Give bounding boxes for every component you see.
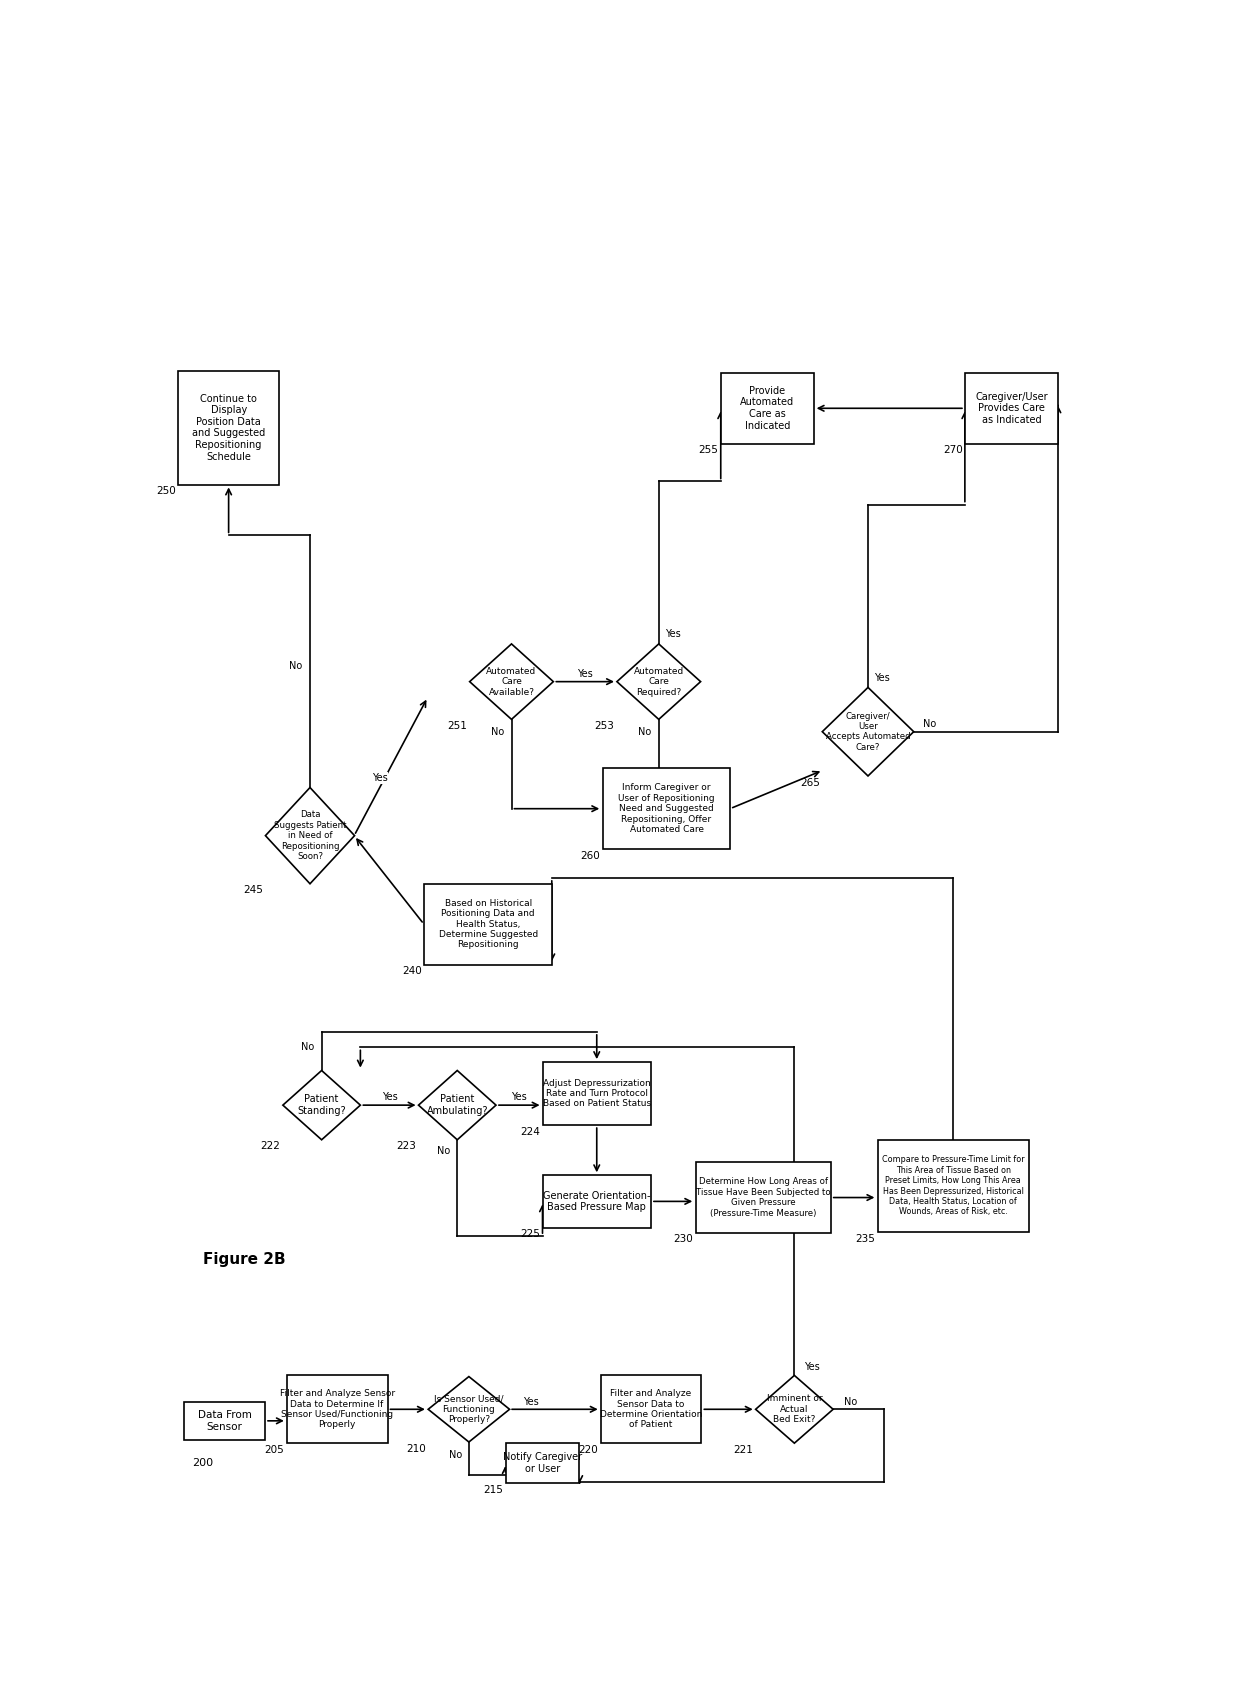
- Text: No: No: [449, 1450, 463, 1460]
- Text: 200: 200: [192, 1459, 213, 1469]
- Text: Patient
Standing?: Patient Standing?: [298, 1094, 346, 1117]
- Bar: [543, 1062, 651, 1125]
- Bar: [286, 1375, 387, 1443]
- Text: Caregiver/User
Provides Care
as Indicated: Caregiver/User Provides Care as Indicate…: [975, 391, 1048, 426]
- Text: 215: 215: [484, 1484, 503, 1494]
- Polygon shape: [470, 643, 553, 720]
- Text: Filter and Analyze
Sensor Data to
Determine Orientation
of Patient: Filter and Analyze Sensor Data to Determ…: [600, 1389, 702, 1430]
- Text: No: No: [924, 718, 936, 728]
- Bar: [965, 373, 1058, 444]
- Text: Continue to
Display
Position Data
and Suggested
Repositioning
Schedule: Continue to Display Position Data and Su…: [192, 393, 265, 461]
- Polygon shape: [265, 788, 355, 883]
- Text: Figure 2B: Figure 2B: [203, 1251, 285, 1266]
- Text: 253: 253: [595, 722, 615, 730]
- Bar: [600, 1375, 702, 1443]
- Text: Data
Suggests Patient
in Need of
Repositioning
Soon?: Data Suggests Patient in Need of Reposit…: [274, 810, 346, 861]
- Polygon shape: [618, 643, 701, 720]
- Bar: [179, 371, 279, 485]
- Text: Yes: Yes: [523, 1397, 538, 1406]
- Text: No: No: [438, 1147, 450, 1156]
- Text: 265: 265: [800, 778, 820, 788]
- Text: 221: 221: [733, 1445, 754, 1455]
- Text: Automated
Care
Available?: Automated Care Available?: [486, 667, 537, 696]
- Text: 222: 222: [260, 1142, 280, 1151]
- Bar: [878, 1140, 1029, 1232]
- Bar: [184, 1401, 265, 1440]
- Text: 245: 245: [243, 885, 263, 895]
- Bar: [543, 1174, 651, 1227]
- Text: Adjust Depressurization
Rate and Turn Protocol
Based on Patient Status: Adjust Depressurization Rate and Turn Pr…: [543, 1079, 651, 1108]
- Text: Inform Caregiver or
User of Repositioning
Need and Suggested
Repositioning, Offe: Inform Caregiver or User of Repositionin…: [619, 783, 714, 834]
- Text: Provide
Automated
Care as
Indicated: Provide Automated Care as Indicated: [740, 386, 795, 431]
- Text: 225: 225: [521, 1229, 541, 1239]
- Text: Based on Historical
Positioning Data and
Health Status,
Determine Suggested
Repo: Based on Historical Positioning Data and…: [439, 899, 538, 950]
- Text: No: No: [289, 662, 303, 671]
- Text: Automated
Care
Required?: Automated Care Required?: [634, 667, 684, 696]
- Text: 220: 220: [579, 1445, 598, 1455]
- Text: Data From
Sensor: Data From Sensor: [198, 1409, 252, 1431]
- Text: 210: 210: [407, 1443, 425, 1454]
- Polygon shape: [822, 688, 914, 776]
- Text: 205: 205: [264, 1445, 284, 1455]
- Text: Yes: Yes: [372, 773, 388, 783]
- Text: No: No: [491, 727, 505, 737]
- Text: Patient
Ambulating?: Patient Ambulating?: [427, 1094, 489, 1117]
- Bar: [424, 883, 552, 965]
- Text: No: No: [639, 727, 651, 737]
- Text: Yes: Yes: [805, 1362, 820, 1372]
- Text: Yes: Yes: [578, 669, 593, 679]
- Bar: [696, 1162, 831, 1232]
- Text: Yes: Yes: [874, 672, 890, 683]
- Text: Filter and Analyze Sensor
Data to Determine If
Sensor Used/Functioning
Properly: Filter and Analyze Sensor Data to Determ…: [279, 1389, 394, 1430]
- Text: No: No: [301, 1042, 314, 1052]
- Text: No: No: [843, 1397, 857, 1406]
- Text: Imminent or
Actual
Bed Exit?: Imminent or Actual Bed Exit?: [766, 1394, 822, 1425]
- Text: 270: 270: [942, 446, 962, 454]
- Bar: [506, 1443, 579, 1482]
- Text: 251: 251: [448, 722, 467, 730]
- Text: 240: 240: [402, 967, 422, 977]
- Text: 255: 255: [698, 446, 718, 454]
- Text: Determine How Long Areas of
Tissue Have Been Subjected to
Given Pressure
(Pressu: Determine How Long Areas of Tissue Have …: [696, 1178, 831, 1217]
- Text: Notify Caregiver
or User: Notify Caregiver or User: [503, 1452, 582, 1474]
- Text: 230: 230: [673, 1234, 693, 1244]
- Text: Yes: Yes: [511, 1093, 527, 1103]
- Text: 260: 260: [580, 851, 600, 861]
- Polygon shape: [283, 1071, 361, 1140]
- Text: 223: 223: [397, 1142, 417, 1151]
- Bar: [603, 768, 730, 849]
- Text: Caregiver/
User
Accepts Automated
Care?: Caregiver/ User Accepts Automated Care?: [826, 711, 910, 752]
- Bar: [720, 373, 813, 444]
- Text: Is Sensor Used/
Functioning
Properly?: Is Sensor Used/ Functioning Properly?: [434, 1394, 503, 1425]
- Polygon shape: [428, 1377, 510, 1442]
- Text: 250: 250: [156, 487, 176, 495]
- Text: Compare to Pressure-Time Limit for
This Area of Tissue Based on
Preset Limits, H: Compare to Pressure-Time Limit for This …: [882, 1156, 1024, 1217]
- Polygon shape: [755, 1375, 833, 1443]
- Text: 224: 224: [521, 1127, 541, 1137]
- Text: Yes: Yes: [665, 630, 681, 638]
- Polygon shape: [419, 1071, 496, 1140]
- Text: Generate Orientation-
Based Pressure Map: Generate Orientation- Based Pressure Map: [543, 1191, 651, 1212]
- Text: 235: 235: [856, 1234, 875, 1244]
- Text: Yes: Yes: [382, 1093, 398, 1103]
